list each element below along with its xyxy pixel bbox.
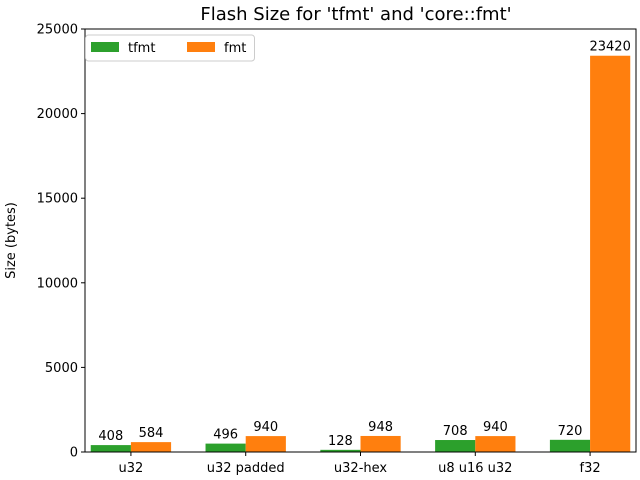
bar-tfmt-2 bbox=[320, 449, 361, 452]
data-labels-layer: 408 584 496 940 128 948 708 940 720 23420 bbox=[98, 40, 630, 449]
bar-fmt-4 bbox=[590, 55, 631, 452]
y-axis: 0 5000 10000 15000 20000 25000 bbox=[37, 23, 85, 461]
bar-fmt-1 bbox=[245, 436, 286, 452]
bar-tfmt-0 bbox=[90, 445, 131, 452]
legend-frame bbox=[85, 34, 255, 62]
x-tick-label-2: u32-hex bbox=[334, 461, 387, 476]
bar-tfmt-1 bbox=[205, 443, 246, 452]
data-label-fmt-1: 940 bbox=[253, 420, 278, 435]
y-tick-label-1: 5000 bbox=[45, 361, 78, 376]
x-tick-label-0: u32 bbox=[119, 461, 144, 476]
bar-fmt-3 bbox=[475, 436, 516, 452]
plot-frame bbox=[84, 28, 637, 453]
legend-label-fmt: fmt bbox=[224, 41, 246, 56]
data-label-tfmt-4: 720 bbox=[558, 424, 583, 439]
bar-fmt-0 bbox=[130, 442, 172, 452]
data-label-fmt-2: 948 bbox=[368, 420, 393, 435]
legend: tfmt fmt bbox=[85, 34, 255, 62]
chart-title: Flash Size for 'tfmt' and 'core::fmt' bbox=[200, 4, 511, 25]
x-axis: u32 u32 padded u32-hex u8 u16 u32 f32 bbox=[119, 452, 601, 476]
y-tick-label-5: 25000 bbox=[37, 23, 78, 38]
y-tick-label-0: 0 bbox=[70, 446, 78, 461]
legend-label-tfmt: tfmt bbox=[128, 41, 155, 56]
data-label-tfmt-1: 496 bbox=[213, 428, 238, 443]
bar-tfmt-3 bbox=[435, 440, 476, 452]
y-tick-label-4: 20000 bbox=[37, 107, 78, 122]
data-label-fmt-3: 940 bbox=[483, 420, 508, 435]
bar-fmt-2 bbox=[360, 435, 401, 452]
x-tick-label-4: f32 bbox=[580, 461, 601, 476]
y-axis-label: Size (bytes) bbox=[4, 202, 19, 279]
data-label-tfmt-0: 408 bbox=[98, 429, 123, 444]
y-tick-label-3: 15000 bbox=[37, 192, 78, 207]
y-tick-label-2: 10000 bbox=[37, 276, 78, 291]
bar-tfmt-4 bbox=[549, 439, 591, 452]
bars-layer bbox=[90, 55, 631, 452]
legend-swatch-fmt bbox=[187, 42, 215, 52]
data-label-tfmt-3: 708 bbox=[443, 424, 468, 439]
legend-swatch-tfmt bbox=[91, 42, 119, 52]
data-label-tfmt-2: 128 bbox=[328, 434, 353, 449]
x-tick-label-3: u8 u16 u32 bbox=[438, 461, 512, 476]
data-label-fmt-0: 584 bbox=[139, 426, 164, 441]
data-label-fmt-4: 23420 bbox=[589, 40, 630, 55]
x-tick-label-1: u32 padded bbox=[207, 461, 285, 476]
